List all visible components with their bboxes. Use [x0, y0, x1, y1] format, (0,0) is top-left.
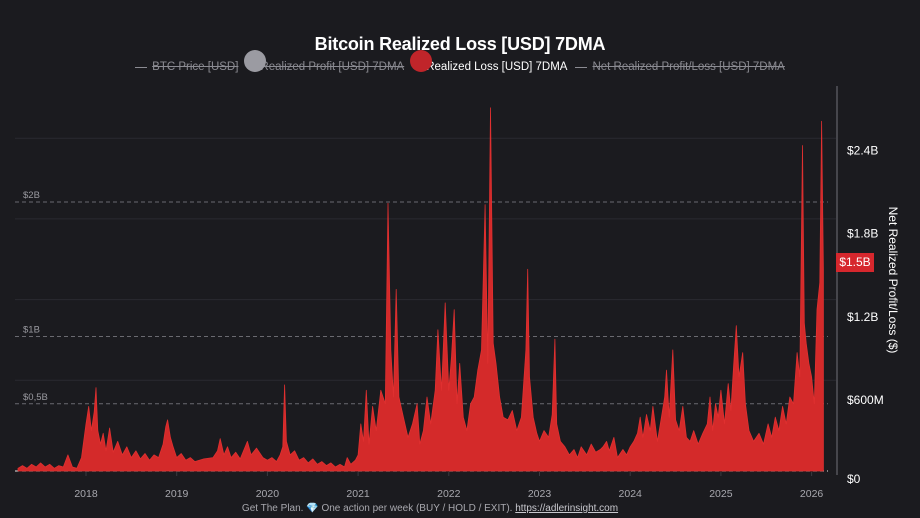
x-tick-label: 2022 — [437, 488, 461, 500]
level-label: $0,5B — [23, 392, 48, 403]
gem-icon: 💎 — [306, 503, 319, 514]
legend-item-realized-loss[interactable]: Realized Loss [USD] 7DMA — [410, 50, 568, 78]
legend-label: Net Realized Profit/Loss [USD] 7DMA — [592, 61, 785, 73]
grid-lines — [15, 137, 836, 381]
footer: Get The Plan. 💎 One action per week (BUY… — [0, 503, 860, 514]
legend-item-btc-price[interactable]: BTC Price [USD] — [135, 61, 238, 73]
y-tick-label: $2.4B — [847, 144, 878, 158]
legend-label: Realized Loss [USD] 7DMA — [426, 61, 568, 73]
x-tick-label: 2025 — [709, 488, 733, 500]
level-label: $2B — [23, 190, 40, 201]
x-tick-label: 2023 — [528, 488, 552, 500]
x-tick-label: 2024 — [619, 488, 643, 500]
footer-link[interactable]: https://adlerinsight.com — [515, 503, 619, 514]
footer-tagline: One action per week (BUY / HOLD / EXIT). — [321, 503, 513, 514]
x-tick-label: 2026 — [800, 488, 824, 500]
x-tick-label: 2018 — [74, 488, 98, 500]
x-tick-label: 2019 — [165, 488, 189, 500]
series-area — [17, 107, 824, 472]
y-tick-label: $0 — [847, 472, 861, 486]
footer-cta: Get The Plan. — [241, 503, 304, 514]
y-tick-label: $1.8B — [847, 227, 878, 241]
chart-title: Bitcoin Realized Loss [USD] 7DMA — [314, 34, 606, 54]
y-axis-right: $0 $600M $1.2B $1.8B $2.4B — [836, 86, 884, 486]
legend-dot-icon — [244, 50, 267, 72]
legend-dot-icon — [410, 50, 433, 72]
y-tick-label: $1.2B — [847, 310, 878, 324]
x-tick-label: 2021 — [346, 488, 370, 500]
level-label: $1B — [23, 325, 40, 336]
current-value-tag: $1.5B — [836, 253, 874, 272]
legend-line-icon — [575, 66, 588, 68]
legend-item-realized-profit[interactable]: Realized Profit [USD] 7DMA — [244, 50, 405, 78]
series-area-path — [17, 107, 824, 472]
x-tick-label: 2020 — [256, 488, 280, 500]
x-axis: 2018 2019 2020 2021 2022 2023 2024 2025 2026 — [74, 472, 823, 500]
y-axis-label: Net Realized Profit/Loss ($) — [886, 206, 900, 354]
legend-label: BTC Price [USD] — [152, 61, 239, 73]
legend: BTC Price [USD] Realized Profit [USD] 7D… — [0, 50, 920, 78]
legend-line-icon — [135, 66, 148, 68]
y-tick-label: $600M — [847, 393, 884, 407]
legend-label: Realized Profit [USD] 7DMA — [260, 61, 405, 73]
legend-item-net-realized[interactable]: Net Realized Profit/Loss [USD] 7DMA — [575, 61, 785, 73]
